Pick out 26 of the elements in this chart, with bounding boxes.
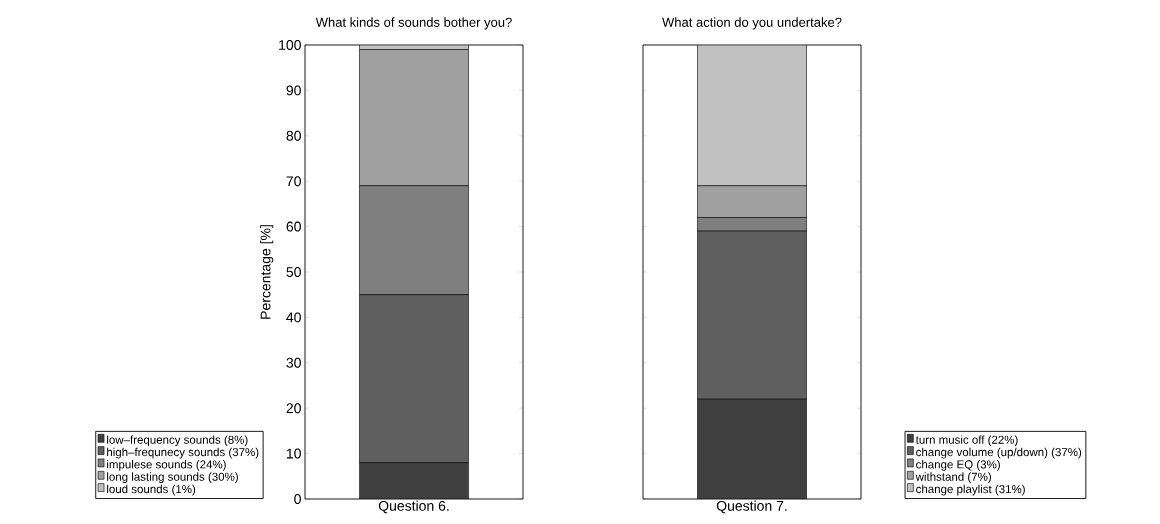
x-tick-label: Question 7. bbox=[716, 500, 787, 514]
y-tick-label: 70 bbox=[286, 176, 301, 187]
legend-label: low–frequency sounds (8%) bbox=[107, 435, 248, 447]
legend-label: change playlist (31%) bbox=[916, 484, 1025, 496]
chart-title: What action do you undertake? bbox=[662, 17, 842, 30]
y-tick-label: 90 bbox=[286, 85, 301, 96]
legend-label: high–frequnecy sounds (37%) bbox=[107, 447, 259, 459]
x-tick-label: Question 6. bbox=[378, 500, 449, 514]
y-tick-label: 30 bbox=[286, 357, 301, 368]
legend-label: change EQ (3%) bbox=[916, 460, 1000, 471]
legend-label: long lasting sounds (30%) bbox=[107, 472, 238, 484]
legend-label: loud sounds (1%) bbox=[107, 484, 196, 496]
y-tick-label: 0 bbox=[294, 494, 301, 504]
y-tick-label: 40 bbox=[286, 312, 301, 323]
y-tick-label: 20 bbox=[286, 403, 301, 414]
legend-label: change volume (up/down) (37%) bbox=[916, 447, 1082, 459]
y-tick-label: 60 bbox=[286, 221, 301, 232]
y-tick-label: 100 bbox=[279, 40, 301, 50]
y-tick-label: 10 bbox=[286, 448, 301, 459]
legend-label: withstand (7%) bbox=[915, 472, 991, 484]
legend-label: turn music off (22%) bbox=[915, 435, 1018, 447]
y-tick-label: 50 bbox=[286, 267, 301, 277]
chart-title: What kinds of sounds bother you? bbox=[315, 17, 512, 30]
y-axis-title: Percentage [%] bbox=[260, 225, 274, 319]
y-tick-label: 80 bbox=[286, 130, 301, 141]
legend-label: impulese sounds (24%) bbox=[107, 460, 226, 471]
